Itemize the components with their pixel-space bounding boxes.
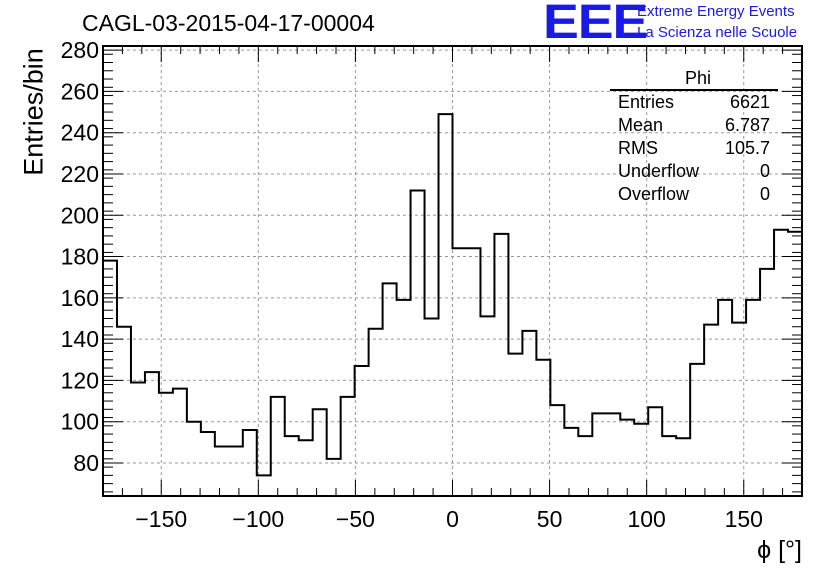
histogram-bin [704, 325, 718, 496]
histogram-bin [690, 364, 704, 496]
y-tick-label: 120 [61, 367, 99, 393]
y-tick-label: 200 [61, 202, 99, 228]
histogram-bin [131, 382, 145, 496]
histogram-bin [453, 248, 467, 496]
histogram-bin [397, 300, 411, 496]
x-axis-label: ϕ [°] [757, 536, 802, 564]
stats-value: 105.7 [724, 138, 770, 158]
histogram-bin [411, 190, 425, 496]
histogram-bin [746, 300, 760, 496]
x-tick-label: −100 [232, 506, 284, 532]
histogram-bin [341, 397, 355, 496]
histogram-bin [355, 366, 369, 496]
histogram-bin [564, 428, 578, 496]
histogram-bin [257, 475, 271, 496]
histogram-bin [103, 261, 117, 496]
histogram-bin [634, 424, 648, 496]
histogram-bin [578, 436, 592, 496]
y-tick-label: 260 [61, 78, 99, 104]
y-tick-label: 80 [73, 450, 99, 476]
histogram-bin [718, 300, 732, 496]
histogram-bin [201, 432, 215, 496]
histogram-bin [439, 114, 453, 496]
histogram-bin [606, 413, 620, 496]
histogram-bin [522, 331, 536, 496]
y-tick-label: 280 [61, 37, 99, 63]
histogram-bin [327, 459, 341, 496]
tick-labels: −150 −100 −50 0 50 100 150 80 100 120 140 160 180 200… [61, 37, 763, 532]
stats-title: Phi [610, 67, 778, 91]
histogram-bin [788, 232, 802, 496]
stats-label: Mean [618, 115, 664, 135]
histogram-bin [215, 446, 229, 496]
x-tick-label: −50 [336, 506, 375, 532]
y-tick-label: 140 [61, 326, 99, 352]
stats-label: Underflow [618, 161, 700, 181]
histogram-bin [285, 436, 299, 496]
histogram-bin [648, 407, 662, 496]
y-tick-label: 180 [61, 244, 99, 270]
histogram-bin [480, 316, 494, 496]
logo-text-line2: La Scienza nelle Scuole [637, 24, 798, 41]
stats-row: RMS 105.7 [610, 137, 778, 160]
stats-value: 6621 [729, 92, 770, 112]
stats-label: Overflow [618, 184, 690, 204]
histogram-bin [145, 372, 159, 496]
histogram-bin [173, 389, 187, 496]
logo-text-line1: Extreme Energy Events [637, 3, 795, 20]
y-tick-label: 160 [61, 285, 99, 311]
y-axis-label: Entries/bin [18, 48, 49, 176]
stats-box: Phi Entries 6621 Mean 6.787 RMS 105.7 Un… [610, 67, 778, 206]
histogram-bin [117, 327, 131, 496]
eee-logo: EEE [543, 0, 648, 49]
histogram-bin [760, 269, 774, 496]
histogram-bin [229, 446, 243, 496]
stats-value: 6.787 [724, 115, 770, 135]
histogram-bin [536, 360, 550, 496]
histogram-bin [369, 329, 383, 496]
histogram-bin [620, 420, 634, 496]
histogram-bin [243, 430, 257, 496]
histogram-bin [425, 318, 439, 496]
plot-title: CAGL-03-2015-04-17-00004 [82, 10, 375, 36]
histogram-bin [592, 413, 606, 496]
histogram-bin [662, 436, 676, 496]
x-tick-label: 150 [725, 506, 763, 532]
stats-row: Overflow 0 [610, 183, 778, 206]
x-tick-label: 0 [446, 506, 459, 532]
histogram-bin [774, 230, 788, 496]
histogram-bin [732, 323, 746, 496]
stats-row: Mean 6.787 [610, 114, 778, 137]
histogram-bin [271, 397, 285, 496]
stats-label: Entries [618, 92, 675, 112]
histogram-bin [676, 438, 690, 496]
axis-ticks [102, 45, 803, 496]
stats-label: RMS [618, 138, 658, 158]
y-tick-label: 240 [61, 120, 99, 146]
histogram-bin [299, 440, 313, 496]
stats-value: 0 [759, 184, 770, 204]
histogram-bin [466, 248, 480, 496]
y-tick-label: 100 [61, 409, 99, 435]
y-tick-label: 220 [61, 161, 99, 187]
histogram-bin [313, 409, 327, 496]
histogram-bin [508, 354, 522, 496]
histogram-bin [383, 283, 397, 496]
histogram-bin [187, 422, 201, 496]
stats-row: Underflow 0 [610, 160, 778, 183]
histogram-bin [494, 234, 508, 496]
stats-value: 0 [759, 161, 770, 181]
histogram-bin [550, 405, 564, 496]
x-tick-label: 50 [537, 506, 563, 532]
x-tick-label: −150 [135, 506, 187, 532]
histogram-step-line [103, 113, 802, 477]
stats-row: Entries 6621 [610, 91, 778, 114]
x-tick-label: 100 [627, 506, 665, 532]
